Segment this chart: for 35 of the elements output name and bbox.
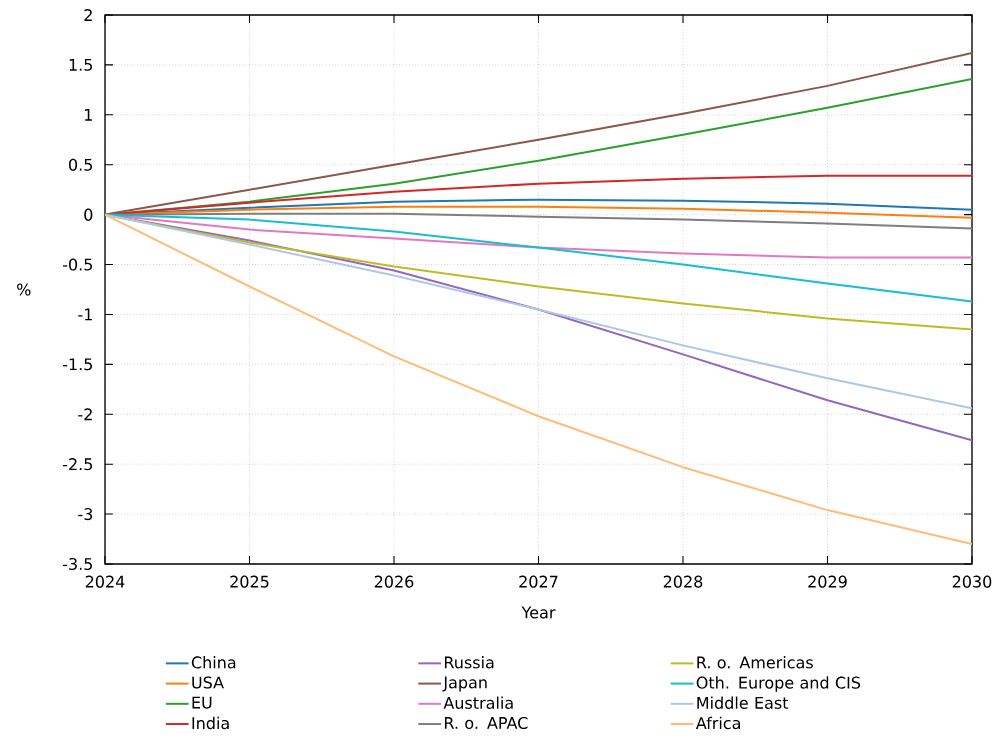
y-tick-label: -1.5	[62, 358, 93, 371]
x-tick-label: 2024	[85, 575, 125, 588]
y-tick-label: 0.5	[69, 158, 93, 171]
legend-label: R. o. APAC	[444, 716, 528, 730]
legend-label: R. o. Americas	[697, 656, 813, 669]
x-tick-label: 2027	[519, 575, 558, 588]
y-tick-label: -2	[78, 408, 92, 421]
y-tick-label: 2	[84, 9, 92, 21]
legend-label: Russia	[444, 656, 494, 669]
y-axis-title: %	[17, 283, 31, 296]
legend-label: Japan	[442, 676, 487, 692]
y-tick-label: 1	[84, 108, 92, 121]
line-series	[105, 51, 972, 216]
y-tick-label: -3.5	[62, 557, 93, 571]
legend-label: India	[192, 716, 229, 730]
line-series	[105, 213, 972, 546]
x-tick-label: 2025	[230, 575, 269, 588]
legend-label: Australia	[443, 696, 513, 709]
x-axis-title: Year	[521, 606, 556, 619]
x-tick-label: 2029	[808, 575, 847, 588]
legend-label: USA	[192, 676, 224, 689]
y-tick-label: -3	[78, 508, 93, 521]
legend-label: China	[191, 656, 236, 669]
legend-label: Middle East	[697, 696, 789, 709]
y-tick-label: 1.5	[69, 58, 93, 71]
x-tick-label: 2028	[663, 575, 703, 588]
x-tick-label: 2026	[374, 575, 414, 588]
y-tick-label: 0	[84, 208, 93, 221]
y-tick-label: -0.5	[62, 258, 93, 271]
legend-label: EU	[192, 696, 212, 709]
x-tick-label: 2030	[952, 575, 992, 588]
legend-label: Oth. Europe and CIS	[696, 676, 861, 692]
y-tick-label: -1	[78, 308, 92, 321]
y-tick-label: -2.5	[62, 458, 93, 471]
legend-label: Africa	[695, 716, 740, 730]
